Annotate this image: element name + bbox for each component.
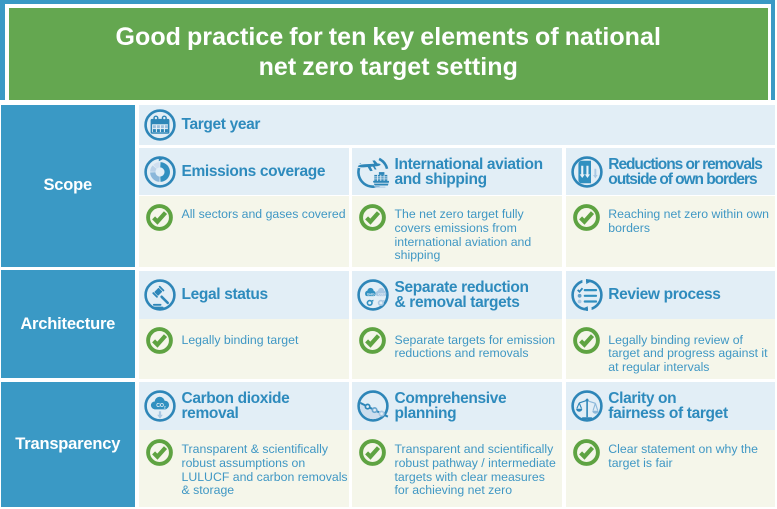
svg-text:2: 2: [164, 406, 166, 410]
svg-text:GHG: GHG: [367, 292, 375, 296]
svg-text:CO: CO: [156, 403, 164, 409]
svg-text:CO2: CO2: [378, 292, 385, 296]
